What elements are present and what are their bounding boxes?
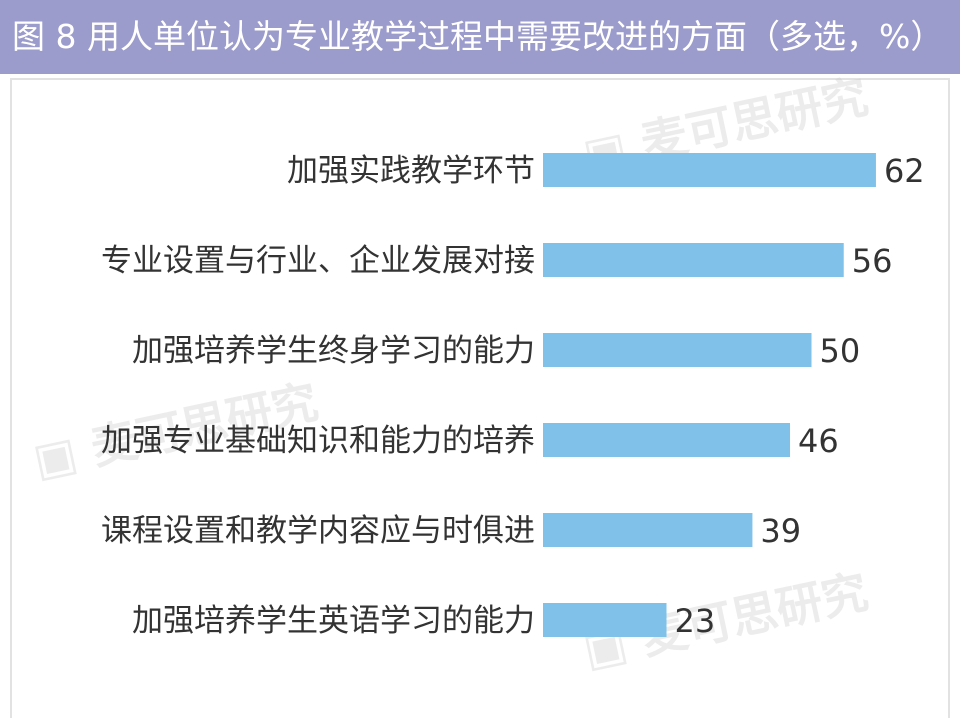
data-label: 62 <box>884 152 925 190</box>
data-label: 39 <box>760 512 801 550</box>
bar <box>543 243 844 277</box>
data-label: 23 <box>675 602 716 640</box>
bar <box>543 513 753 547</box>
category-label: 加强培养学生终身学习的能力 <box>132 333 535 369</box>
chart-title: 图 8 用人单位认为专业教学过程中需要改进的方面（多选，%） <box>0 0 960 74</box>
chart-frame <box>10 78 950 718</box>
data-label: 46 <box>798 422 839 460</box>
data-label: 56 <box>852 242 893 280</box>
category-label: 加强培养学生英语学习的能力 <box>132 603 535 639</box>
bar <box>543 333 812 367</box>
bar <box>543 423 791 457</box>
bar-chart: 加强实践教学环节 62 专业设置与行业、企业发展对接 56 加强培养学生终身学习的能力 5… <box>101 152 925 640</box>
category-label: 加强专业基础知识和能力的培养 <box>101 423 535 459</box>
data-label: 50 <box>820 332 861 370</box>
bar <box>543 603 667 637</box>
bar <box>543 153 876 187</box>
category-label: 专业设置与行业、企业发展对接 <box>101 243 535 279</box>
category-label: 加强实践教学环节 <box>287 153 535 189</box>
category-label: 课程设置和教学内容应与时俱进 <box>101 513 535 549</box>
